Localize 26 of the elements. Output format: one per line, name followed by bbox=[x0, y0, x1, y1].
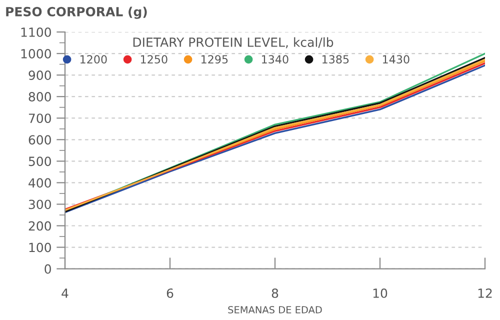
x-tick-label: 10 bbox=[373, 288, 388, 298]
x-axis-title: SEMANAS DE EDAD bbox=[228, 306, 322, 314]
y-tick-label: 1100 bbox=[21, 27, 51, 37]
legend-label: 1385 bbox=[322, 55, 349, 64]
legend-label: 1250 bbox=[141, 55, 168, 64]
y-tick-label: 400 bbox=[28, 178, 51, 188]
y-tick-label: 500 bbox=[28, 156, 51, 166]
y-tick-label: 1000 bbox=[21, 49, 51, 58]
x-tick-label: 8 bbox=[272, 288, 278, 298]
y-tick-label: 200 bbox=[28, 221, 51, 231]
y-tick-label: 600 bbox=[28, 135, 51, 145]
legend-label: 1340 bbox=[262, 55, 288, 64]
y-tick-label: 800 bbox=[28, 92, 51, 102]
y-tick-label: 900 bbox=[28, 70, 51, 80]
legend-title: DIETARY PROTEIN LEVEL, kcal/lb bbox=[133, 37, 334, 48]
legend-label: 1295 bbox=[202, 55, 228, 64]
x-tick-label: 12 bbox=[478, 288, 492, 298]
legend-label: 1200 bbox=[80, 55, 107, 64]
y-tick-label: 100 bbox=[29, 242, 51, 252]
x-tick-label: 6 bbox=[166, 288, 174, 298]
y-axis-title: PESO CORPORAL (g) bbox=[6, 6, 147, 19]
y-tick-label: 300 bbox=[28, 200, 51, 210]
y-tick-label: 700 bbox=[28, 114, 51, 124]
legend-label: 1430 bbox=[383, 55, 410, 64]
x-tick-label: 4 bbox=[62, 288, 68, 298]
y-tick-label: 0 bbox=[44, 264, 51, 274]
